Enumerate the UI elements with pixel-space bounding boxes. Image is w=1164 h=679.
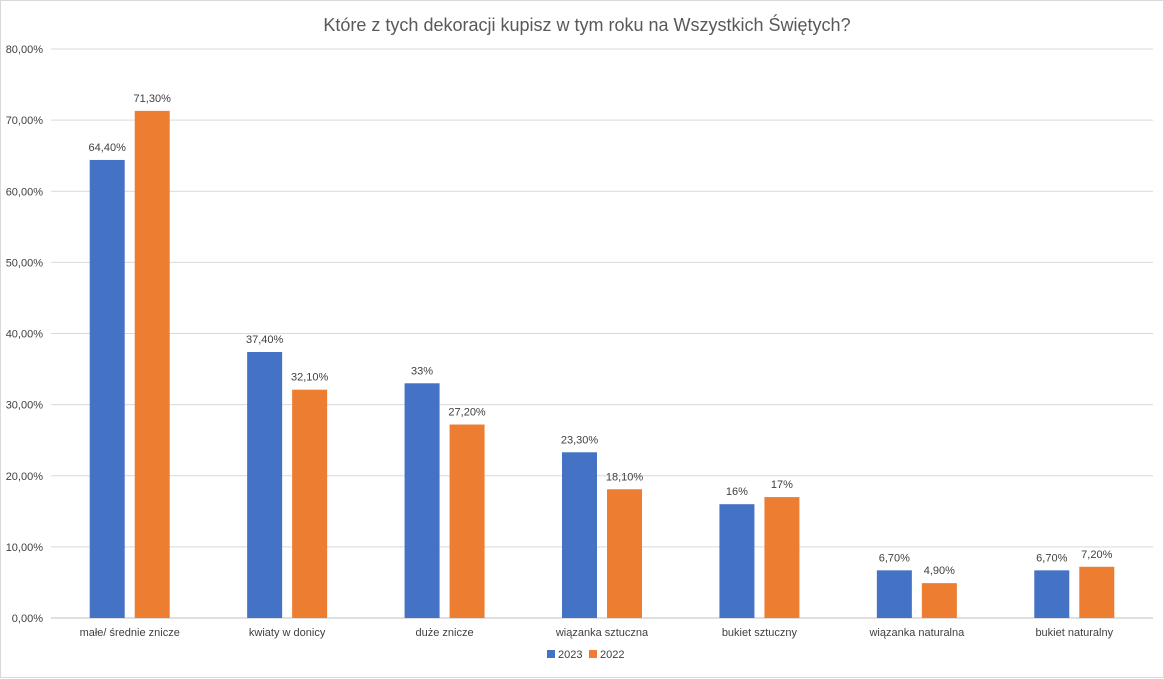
y-tick-label: 40,00% [6, 329, 44, 341]
data-label: 16% [726, 486, 748, 498]
legend-label: 2022 [600, 649, 624, 661]
bar-2023 [1034, 570, 1070, 618]
bar-2023 [247, 351, 283, 618]
bar-2022 [764, 497, 800, 618]
data-label: 71,30% [134, 93, 172, 105]
data-label: 23,30% [561, 434, 599, 446]
bar-2022 [449, 424, 485, 618]
bar-2022 [1079, 566, 1115, 618]
x-category-label: wiązanka sztuczna [555, 627, 649, 639]
bar-2022 [607, 489, 642, 618]
x-category-label: bukiet sztuczny [722, 627, 798, 639]
bar-2023 [89, 159, 125, 618]
legend-label: 2023 [558, 649, 582, 661]
bar-2023 [404, 383, 440, 618]
legend-swatch-2022 [589, 650, 597, 658]
y-tick-label: 10,00% [6, 542, 44, 554]
gridlines [51, 48, 1153, 619]
data-label: 18,10% [606, 471, 644, 483]
data-label: 37,40% [246, 334, 284, 346]
x-category-label: kwiaty w donicy [249, 627, 326, 639]
x-category-label: bukiet naturalny [1035, 627, 1113, 639]
bar-2023 [562, 452, 597, 618]
legend-swatch-2023 [547, 650, 555, 658]
data-label: 64,40% [89, 142, 127, 154]
x-category-label: duże znicze [416, 627, 474, 639]
bars [89, 110, 1115, 618]
bar-2023 [876, 570, 912, 618]
data-label: 27,20% [448, 407, 486, 419]
chart-title: Które z tych dekoracji kupisz w tym roku… [323, 14, 850, 35]
data-label: 6,70% [879, 552, 910, 564]
y-tick-label: 50,00% [6, 257, 44, 269]
y-tick-label: 30,00% [6, 400, 44, 412]
bar-2022 [292, 389, 328, 618]
data-label: 6,70% [1036, 552, 1067, 564]
bar-2022 [134, 110, 170, 618]
legend: 2023 2022 [547, 649, 624, 661]
data-label: 4,90% [924, 565, 955, 577]
y-tick-label: 80,00% [6, 44, 44, 56]
data-label: 32,10% [291, 372, 329, 384]
y-tick-label: 70,00% [6, 115, 44, 127]
y-tick-label: 0,00% [12, 613, 43, 625]
y-axis-ticks: 0,00% 10,00% 20,00% 30,00% 40,00% 50,00% 60,00… [6, 44, 44, 625]
x-axis-categories: małe/ średnie znicze kwiaty w donicy duże … [80, 627, 1114, 639]
x-category-label: małe/ średnie znicze [80, 627, 180, 639]
data-label: 33% [411, 365, 433, 377]
bar-2023 [719, 504, 755, 618]
data-label: 17% [771, 479, 793, 491]
y-tick-label: 60,00% [6, 186, 44, 198]
data-label: 7,20% [1081, 549, 1112, 561]
x-category-label: wiązanka naturalna [868, 627, 965, 639]
y-tick-label: 20,00% [6, 471, 44, 483]
bar-2022 [921, 583, 957, 618]
data-labels: 64,40% 71,30% 37,40% 32,10% 33% 27,20% 23,30% 1… [89, 93, 1113, 577]
